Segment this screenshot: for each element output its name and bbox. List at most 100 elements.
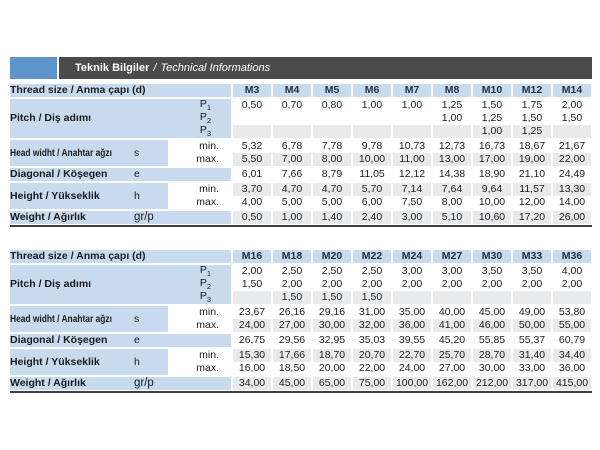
minmax-label: max. [196,319,220,332]
data-cell: 0,80 [311,97,354,112]
row-label-weight: Weight / Ağırlık [10,375,134,390]
accent-square [10,57,57,79]
spec-table: Thread size / Anma çapı (d) M16 M18 M20 M22 M… [10,250,594,390]
spec-table: Thread size / Anma çapı (d) M3 M4 M5 M6 M7 M8 M… [10,84,594,224]
data-cell: 27,00 [271,319,314,333]
table-bottom-rule [10,225,592,227]
data-cell: 32,00 [351,319,394,333]
column-header-M36: M36 [551,250,594,264]
data-cell: 7,00 [271,153,314,167]
pitch-sub-label: P2 [168,112,233,125]
data-cell: 1,00 [471,125,514,139]
data-cell: 1,50 [551,112,594,125]
data-cell: 2,50 [351,263,394,278]
data-cell: 40,00 [431,304,474,319]
data-cell: 21,10 [511,166,554,182]
data-cell: 212,00 [471,375,514,390]
data-cell: 75,00 [351,375,394,390]
thread-size-label: Thread size / Anma çapı (d) [10,84,233,98]
data-cell: 11,57 [511,181,554,196]
column-header-M7: M7 [391,84,434,98]
data-cell [311,125,354,139]
data-cell: 16,00 [231,362,274,376]
row-label-pitch: Pitch / Diş adımı [10,263,134,305]
data-cell: 8,79 [311,166,354,182]
data-cell: 23,67 [231,304,274,319]
data-cell: 31,40 [511,347,554,362]
row-label-diagonal: Diagonal / Köşegen [10,166,134,182]
data-cell: 34,00 [231,375,274,390]
data-cell: 2,00 [551,278,594,291]
data-cell: 21,67 [551,138,594,153]
row-label-height: Height / Yükseklik [10,347,134,376]
data-cell: 41,00 [431,319,474,333]
data-cell: 30,00 [311,319,354,333]
data-cell: 2,50 [271,263,314,278]
data-cell [271,125,314,139]
row-symbol-height: h [134,347,168,376]
page-title-english: Technical Informations [160,62,271,74]
data-cell: 36,00 [551,362,594,376]
data-cell: 33,00 [511,362,554,376]
data-cell: 5,50 [231,153,274,167]
data-cell: 18,70 [311,347,354,362]
data-cell: 3,50 [511,263,554,278]
data-cell: 0,50 [231,209,274,224]
data-cell: 2,00 [311,278,354,291]
data-cell [351,125,394,139]
section-title-bar: Teknik Bilgiler / Technical Informations [10,57,592,79]
data-cell: 36,00 [391,319,434,333]
data-cell [391,125,434,139]
data-cell [431,125,474,139]
data-cell: 1,25 [471,112,514,125]
data-cell: 45,20 [431,332,474,348]
data-cell: 19,00 [511,153,554,167]
data-cell: 1,00 [431,112,474,125]
row-symbol-pitch [134,263,168,305]
data-cell: 55,85 [471,332,514,348]
minmax-label: min. [168,138,233,153]
row-label-weight: Weight / Ağırlık [10,209,134,224]
data-cell: 1,50 [311,291,354,305]
data-cell: 17,20 [511,209,554,224]
label-filler [168,166,233,182]
data-cell: 415,00 [551,375,594,390]
data-cell: 15,30 [231,347,274,362]
row-label-head_width: Head widht / Anahtar ağzı [10,304,134,333]
column-header-M22: M22 [351,250,394,264]
data-cell [551,291,594,305]
column-header-M33: M33 [511,250,554,264]
spec-table-small-sizes: Thread size / Anma çapı (d) M3 M4 M5 M6 M7 M8 M… [10,84,594,227]
data-cell: 13,00 [431,153,474,167]
data-cell: 1,50 [271,291,314,305]
label-filler [168,375,233,390]
data-cell: 17,66 [271,347,314,362]
column-header-M4: M4 [271,84,314,98]
column-header-M20: M20 [311,250,354,264]
data-cell: 5,70 [351,181,394,196]
data-cell: 34,40 [551,347,594,362]
column-header-M3: M3 [231,84,274,98]
column-header-M5: M5 [311,84,354,98]
data-cell: 20,70 [351,347,394,362]
minmax-label: min. [168,181,233,196]
data-cell: 2,00 [271,278,314,291]
data-cell: 3,70 [231,181,274,196]
data-cell: 18,67 [511,138,554,153]
row-symbol-diagonal: e [134,166,168,182]
data-cell: 7,50 [391,196,434,210]
data-cell: 1,75 [511,97,554,112]
data-cell: 1,50 [231,278,274,291]
data-cell: 49,00 [511,304,554,319]
data-cell: 45,00 [471,304,514,319]
row-symbol-diagonal: e [134,332,168,348]
data-cell: 7,14 [391,181,434,196]
data-cell: 17,00 [471,153,514,167]
minmax-label: max. [196,153,220,166]
data-cell: 18,90 [471,166,514,182]
data-cell: 0,50 [231,97,274,112]
data-cell: 2,00 [351,278,394,291]
column-header-M12: M12 [511,84,554,98]
minmax-label: max. [196,362,220,375]
